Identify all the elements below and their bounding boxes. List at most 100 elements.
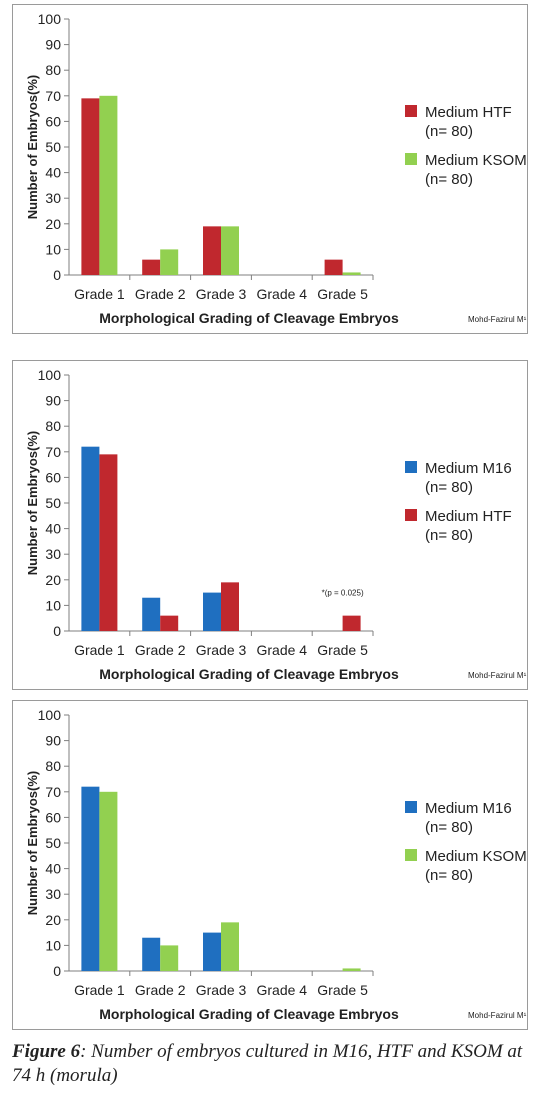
legend-n-label: (n= 80) xyxy=(425,479,473,496)
x-tick-label: Grade 5 xyxy=(317,642,368,658)
x-axis-title: Morphological Grading of Cleavage Embryo… xyxy=(99,1006,399,1022)
y-tick-label: 80 xyxy=(45,62,61,78)
bar xyxy=(203,932,221,971)
bar xyxy=(342,615,361,631)
bar-chart-2: 0 10 20 30 40 50 60 70 80 90 100 Grade 1 Grade 2 Grad… xyxy=(25,367,527,682)
bar xyxy=(342,272,361,275)
bar xyxy=(99,454,118,631)
y-tick-label: 60 xyxy=(45,469,61,485)
legend-swatch xyxy=(405,461,417,473)
y-tick-label: 70 xyxy=(45,784,61,800)
legend-label: Medium HTF xyxy=(425,104,512,121)
legend-swatch xyxy=(405,105,417,117)
y-tick-label: 0 xyxy=(53,623,61,639)
chart-panel-3: 0 10 20 30 40 50 60 70 80 90 100 Grade 1 Grade 2 Grad… xyxy=(12,700,528,1030)
y-tick-label: 100 xyxy=(38,11,62,27)
y-tick-label: 40 xyxy=(45,165,61,181)
legend-label: Medium HTF xyxy=(425,508,512,525)
y-tick-label: 60 xyxy=(45,113,61,129)
legend-n-label: (n= 80) xyxy=(425,527,473,544)
y-tick-label: 40 xyxy=(45,521,61,537)
caption-label: Figure 6 xyxy=(12,1041,81,1062)
x-tick-label: Grade 4 xyxy=(257,286,308,302)
y-axis-title: Number of Embryos(%) xyxy=(25,771,40,915)
legend-label: Medium M16 xyxy=(425,800,512,817)
credit-label: Mohd-Fazirul M¹ xyxy=(468,315,527,324)
legend-swatch xyxy=(405,801,417,813)
y-tick-label: 0 xyxy=(53,267,61,283)
x-tick-label: Grade 2 xyxy=(135,642,186,658)
legend-label: Medium KSOM xyxy=(425,848,527,865)
x-tick-label: Grade 3 xyxy=(196,982,247,998)
bar xyxy=(99,791,118,971)
y-tick-label: 10 xyxy=(45,241,61,257)
bar xyxy=(221,226,239,275)
credit-label: Mohd-Fazirul M¹ xyxy=(468,671,527,680)
bar xyxy=(221,922,239,971)
x-tick-label: Grade 3 xyxy=(196,642,247,658)
legend-swatch xyxy=(405,509,417,521)
y-tick-label: 90 xyxy=(45,393,61,409)
y-tick-label: 10 xyxy=(45,937,61,953)
legend-label: Medium M16 xyxy=(425,460,512,477)
chart-panel-2: 0 10 20 30 40 50 60 70 80 90 100 Grade 1 Grade 2 Grad… xyxy=(12,360,528,690)
bar-chart-3: 0 10 20 30 40 50 60 70 80 90 100 Grade 1 Grade 2 Grad… xyxy=(25,707,527,1022)
x-tick-label: Grade 4 xyxy=(257,642,308,658)
bar xyxy=(99,95,118,275)
y-tick-label: 20 xyxy=(45,216,61,232)
y-tick-label: 70 xyxy=(45,444,61,460)
y-tick-label: 90 xyxy=(45,37,61,53)
y-tick-label: 90 xyxy=(45,733,61,749)
y-tick-label: 30 xyxy=(45,190,61,206)
bar xyxy=(342,968,361,971)
bar xyxy=(203,592,221,631)
bar xyxy=(142,597,161,631)
legend-label: Medium KSOM xyxy=(425,152,527,169)
x-tick-label: Grade 2 xyxy=(135,286,186,302)
y-tick-label: 80 xyxy=(45,758,61,774)
bar xyxy=(160,615,179,631)
bar xyxy=(221,582,239,631)
y-tick-label: 30 xyxy=(45,886,61,902)
annotation-label: *(p = 0.025) xyxy=(322,589,364,598)
x-tick-label: Grade 2 xyxy=(135,982,186,998)
x-axis-title: Morphological Grading of Cleavage Embryo… xyxy=(99,310,399,326)
chart-panel-1: 0 10 20 30 40 50 60 70 80 90 100 Grade 1 Grade 2 Grad… xyxy=(12,4,528,334)
bar xyxy=(81,98,100,275)
y-axis-title: Number of Embryos(%) xyxy=(25,431,40,575)
x-tick-label: Grade 1 xyxy=(74,286,125,302)
x-tick-label: Grade 5 xyxy=(317,982,368,998)
y-axis-title: Number of Embryos(%) xyxy=(25,75,40,219)
y-tick-label: 60 xyxy=(45,809,61,825)
legend-swatch xyxy=(405,849,417,861)
y-tick-label: 100 xyxy=(38,367,62,383)
legend-swatch xyxy=(405,153,417,165)
y-tick-label: 20 xyxy=(45,912,61,928)
y-tick-label: 40 xyxy=(45,861,61,877)
y-tick-label: 100 xyxy=(38,707,62,723)
x-tick-label: Grade 1 xyxy=(74,982,125,998)
bar xyxy=(81,786,100,971)
x-axis-title: Morphological Grading of Cleavage Embryo… xyxy=(99,666,399,682)
legend-n-label: (n= 80) xyxy=(425,171,473,188)
bar xyxy=(160,249,179,275)
y-tick-label: 10 xyxy=(45,597,61,613)
bar xyxy=(142,259,161,275)
legend-n-label: (n= 80) xyxy=(425,819,473,836)
bar xyxy=(81,446,100,631)
x-tick-label: Grade 5 xyxy=(317,286,368,302)
bar xyxy=(324,259,343,275)
y-tick-label: 50 xyxy=(45,495,61,511)
x-tick-label: Grade 1 xyxy=(74,642,125,658)
y-tick-label: 70 xyxy=(45,88,61,104)
bar xyxy=(142,937,161,971)
legend-n-label: (n= 80) xyxy=(425,123,473,140)
y-tick-label: 50 xyxy=(45,835,61,851)
y-tick-label: 0 xyxy=(53,963,61,979)
y-tick-label: 30 xyxy=(45,546,61,562)
bar-chart-1: 0 10 20 30 40 50 60 70 80 90 100 Grade 1 Grade 2 Grad… xyxy=(25,11,527,326)
figure-caption: Figure 6: Number of embryos cultured in … xyxy=(12,1040,537,1088)
credit-label: Mohd-Fazirul M¹ xyxy=(468,1011,527,1020)
bar xyxy=(160,945,179,971)
y-tick-label: 80 xyxy=(45,418,61,434)
